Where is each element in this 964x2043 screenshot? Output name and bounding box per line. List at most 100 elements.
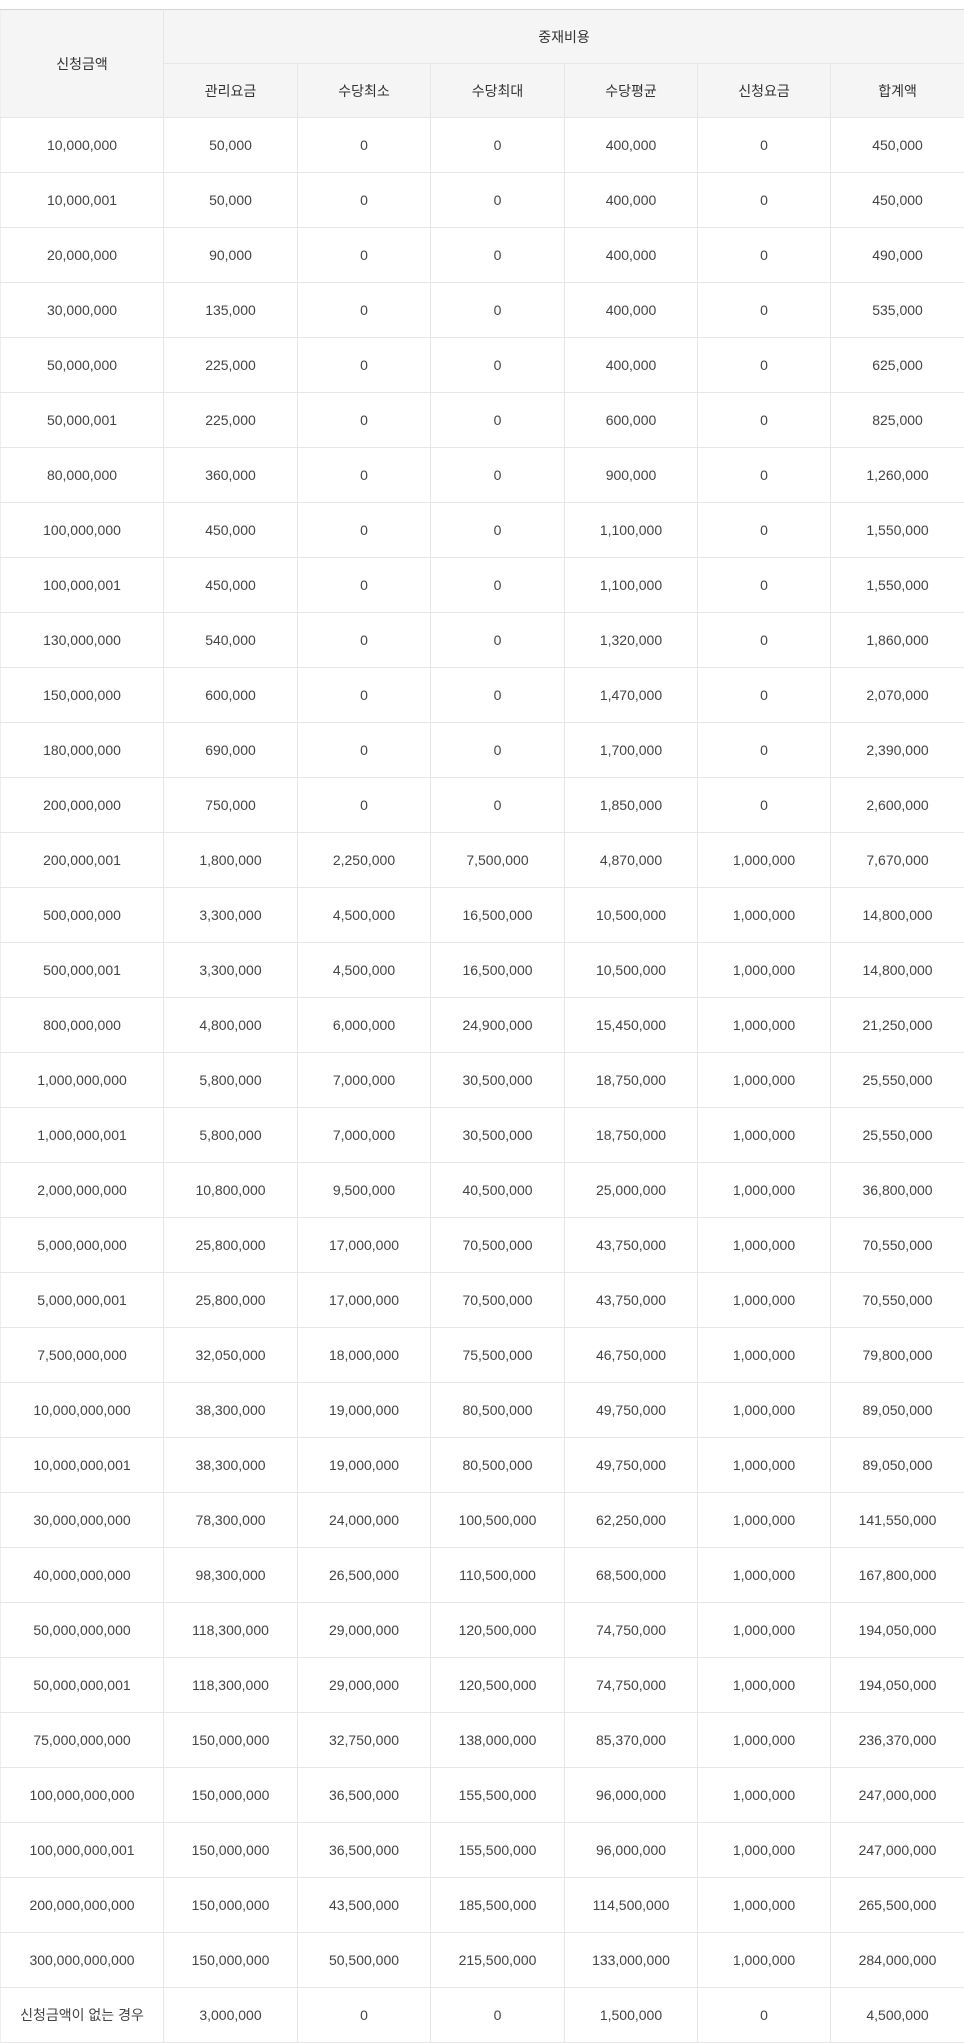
- cell-management-fee: 750,000: [164, 778, 298, 833]
- cell-total-amount: 2,390,000: [831, 723, 964, 778]
- cell-allowance-avg: 68,500,000: [565, 1548, 698, 1603]
- cell-management-fee: 98,300,000: [164, 1548, 298, 1603]
- cell-allowance-min: 0: [298, 613, 431, 668]
- cell-application-amount: 130,000,000: [1, 613, 164, 668]
- cell-management-fee: 150,000,000: [164, 1713, 298, 1768]
- cell-allowance-max: 30,500,000: [431, 1108, 565, 1163]
- cell-application-amount: 10,000,001: [1, 173, 164, 228]
- cell-application-amount: 50,000,000,001: [1, 1658, 164, 1713]
- cell-allowance-avg: 10,500,000: [565, 888, 698, 943]
- cell-allowance-min: 29,000,000: [298, 1658, 431, 1713]
- cell-allowance-max: 0: [431, 448, 565, 503]
- arbitration-cost-table: 신청금액 중재비용 관리요금 수당최소 수당최대 수당평균 신청요금 합계액 1…: [0, 9, 964, 2043]
- cell-application-fee: 0: [698, 613, 831, 668]
- cell-allowance-avg: 85,370,000: [565, 1713, 698, 1768]
- cell-application-amount: 150,000,000: [1, 668, 164, 723]
- cell-total-amount: 247,000,000: [831, 1823, 964, 1878]
- cell-allowance-max: 155,500,000: [431, 1768, 565, 1823]
- cell-application-amount: 5,000,000,000: [1, 1218, 164, 1273]
- cell-management-fee: 5,800,000: [164, 1108, 298, 1163]
- cell-allowance-avg: 10,500,000: [565, 943, 698, 998]
- cell-allowance-avg: 900,000: [565, 448, 698, 503]
- cell-total-amount: 70,550,000: [831, 1218, 964, 1273]
- cell-application-fee: 0: [698, 723, 831, 778]
- cell-application-fee: 1,000,000: [698, 1548, 831, 1603]
- col-header-allowance-max: 수당최대: [431, 64, 565, 118]
- cell-total-amount: 247,000,000: [831, 1768, 964, 1823]
- cell-allowance-max: 16,500,000: [431, 943, 565, 998]
- col-header-application-fee: 신청요금: [698, 64, 831, 118]
- cell-application-amount: 75,000,000,000: [1, 1713, 164, 1768]
- cell-allowance-max: 215,500,000: [431, 1933, 565, 1988]
- cell-application-amount: 200,000,000,000: [1, 1878, 164, 1933]
- cell-application-amount: 100,000,000,001: [1, 1823, 164, 1878]
- cell-application-fee: 1,000,000: [698, 1218, 831, 1273]
- cell-management-fee: 38,300,000: [164, 1438, 298, 1493]
- cell-management-fee: 360,000: [164, 448, 298, 503]
- cell-management-fee: 450,000: [164, 503, 298, 558]
- cell-allowance-avg: 4,870,000: [565, 833, 698, 888]
- cell-management-fee: 118,300,000: [164, 1603, 298, 1658]
- cell-allowance-min: 4,500,000: [298, 888, 431, 943]
- cell-allowance-max: 120,500,000: [431, 1658, 565, 1713]
- cell-application-amount: 180,000,000: [1, 723, 164, 778]
- cell-total-amount: 236,370,000: [831, 1713, 964, 1768]
- cell-management-fee: 38,300,000: [164, 1383, 298, 1438]
- header-row-group: 신청금액 중재비용: [1, 10, 964, 64]
- cell-management-fee: 90,000: [164, 228, 298, 283]
- cell-allowance-max: 30,500,000: [431, 1053, 565, 1108]
- cell-allowance-max: 40,500,000: [431, 1163, 565, 1218]
- cell-allowance-max: 0: [431, 558, 565, 613]
- cell-allowance-avg: 18,750,000: [565, 1053, 698, 1108]
- cell-application-fee: 0: [698, 283, 831, 338]
- cell-allowance-avg: 1,500,000: [565, 1988, 698, 2043]
- cell-allowance-min: 36,500,000: [298, 1823, 431, 1878]
- cell-total-amount: 14,800,000: [831, 943, 964, 998]
- cell-allowance-max: 0: [431, 723, 565, 778]
- cell-allowance-max: 0: [431, 228, 565, 283]
- cell-application-amount: 10,000,000: [1, 118, 164, 173]
- cell-total-amount: 14,800,000: [831, 888, 964, 943]
- cell-management-fee: 4,800,000: [164, 998, 298, 1053]
- cell-allowance-min: 0: [298, 668, 431, 723]
- cell-allowance-min: 4,500,000: [298, 943, 431, 998]
- cell-allowance-avg: 1,850,000: [565, 778, 698, 833]
- cell-total-amount: 490,000: [831, 228, 964, 283]
- cell-application-fee: 1,000,000: [698, 1053, 831, 1108]
- cell-allowance-min: 0: [298, 558, 431, 613]
- cell-total-amount: 4,500,000: [831, 1988, 964, 2043]
- cell-application-amount: 신청금액이 없는 경우: [1, 1988, 164, 2043]
- cell-allowance-avg: 1,100,000: [565, 558, 698, 613]
- cell-total-amount: 825,000: [831, 393, 964, 448]
- cell-total-amount: 1,550,000: [831, 503, 964, 558]
- cell-application-fee: 1,000,000: [698, 998, 831, 1053]
- cell-management-fee: 690,000: [164, 723, 298, 778]
- cell-application-fee: 1,000,000: [698, 1163, 831, 1218]
- cell-application-amount: 800,000,000: [1, 998, 164, 1053]
- cell-total-amount: 2,600,000: [831, 778, 964, 833]
- cell-allowance-avg: 74,750,000: [565, 1603, 698, 1658]
- cell-application-fee: 1,000,000: [698, 1768, 831, 1823]
- cell-total-amount: 194,050,000: [831, 1603, 964, 1658]
- cell-allowance-min: 19,000,000: [298, 1383, 431, 1438]
- cell-total-amount: 141,550,000: [831, 1493, 964, 1548]
- cell-application-amount: 50,000,000,000: [1, 1603, 164, 1658]
- cell-allowance-max: 0: [431, 503, 565, 558]
- group-header-arbitration-cost: 중재비용: [164, 10, 964, 64]
- cell-allowance-avg: 114,500,000: [565, 1878, 698, 1933]
- cell-allowance-min: 0: [298, 173, 431, 228]
- cell-management-fee: 225,000: [164, 338, 298, 393]
